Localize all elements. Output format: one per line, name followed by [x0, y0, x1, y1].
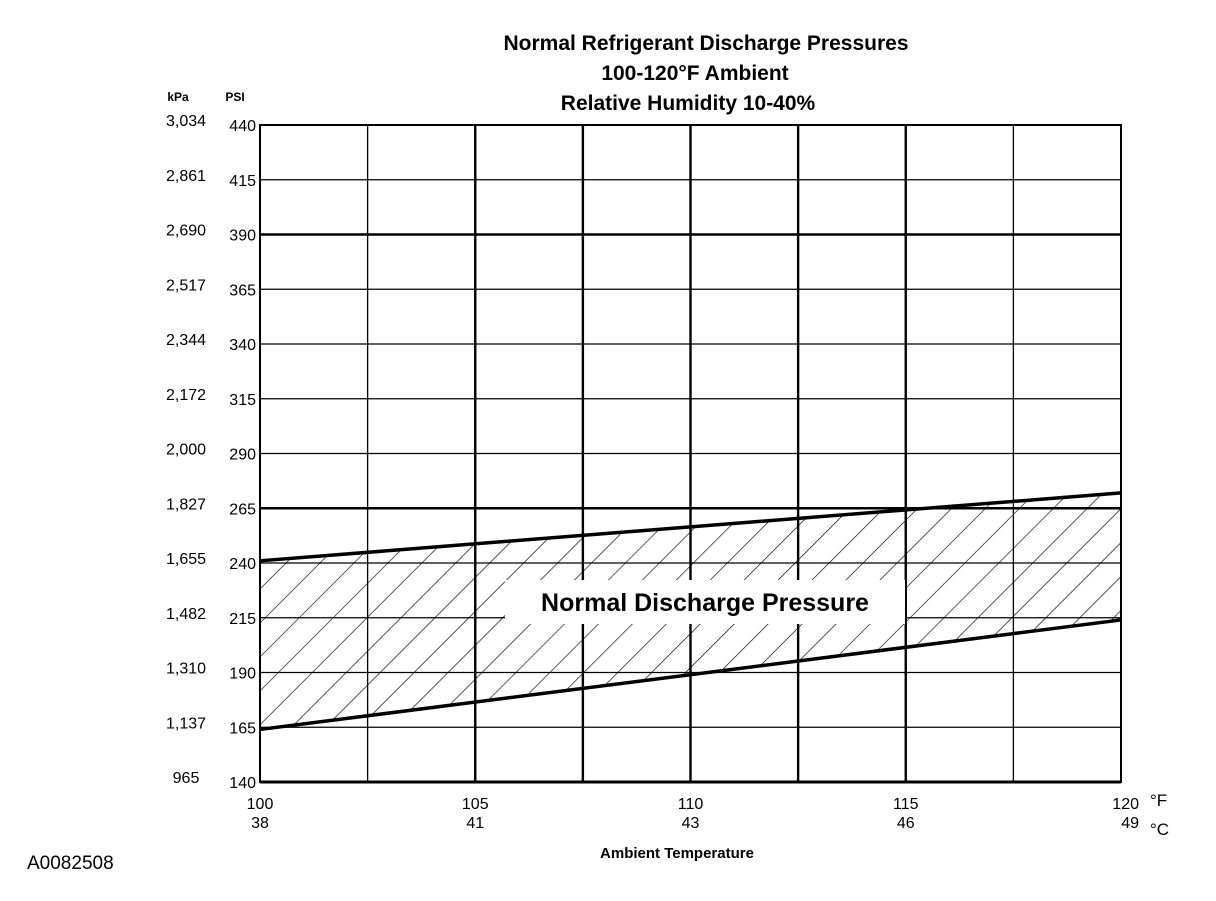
y-tick-label-kpa: 965	[173, 770, 200, 787]
x-unit-secondary-label: °C	[1150, 820, 1169, 839]
figure-id: A0082508	[27, 853, 114, 874]
x-tick-label-c: 46	[897, 815, 915, 832]
chart-title-line-2: 100-120°F Ambient	[601, 62, 788, 85]
y-tick-label-psi: 340	[229, 337, 256, 354]
x-tick-label-f: 105	[462, 796, 489, 813]
y-tick-label-psi: 415	[229, 173, 256, 190]
y-tick-label-psi: 390	[229, 228, 256, 245]
y-tick-label-kpa: 1,310	[166, 661, 206, 678]
y-tick-label-psi: 440	[229, 118, 256, 135]
chart-title-line-3: Relative Humidity 10-40%	[561, 92, 816, 115]
y-tick-label-psi: 240	[229, 556, 256, 573]
x-tick-label-c: 43	[682, 815, 700, 832]
x-tick-label-c: 38	[251, 815, 269, 832]
y-unit-secondary-label: kPa	[167, 90, 189, 104]
band-label: Normal Discharge Pressure	[541, 589, 869, 617]
y-tick-label-kpa: 2,344	[166, 332, 206, 349]
band-label-background	[505, 580, 905, 624]
x-unit-primary-label: °F	[1150, 791, 1167, 810]
y-tick-label-psi: 365	[229, 282, 256, 299]
y-tick-label-kpa: 1,137	[166, 715, 206, 732]
x-tick-label-c: 49	[1121, 815, 1139, 832]
y-tick-label-kpa: 2,000	[166, 442, 206, 459]
y-tick-label-kpa: 2,172	[166, 387, 206, 404]
y-tick-label-psi: 315	[229, 392, 256, 409]
y-tick-label-kpa: 2,517	[166, 277, 206, 294]
x-tick-label-f: 115	[893, 796, 919, 813]
y-tick-label-kpa: 3,034	[166, 113, 206, 130]
x-axis-title: Ambient Temperature	[600, 845, 754, 862]
y-tick-label-psi: 165	[229, 720, 256, 737]
y-tick-label-psi: 290	[229, 447, 256, 464]
y-tick-label-kpa: 2,690	[166, 223, 206, 240]
y-tick-label-kpa: 1,827	[166, 496, 206, 513]
x-tick-labels: 100 38 105 41 110 43 115 46 120 49	[247, 796, 1139, 832]
y-tick-label-psi: 140	[229, 775, 256, 792]
y-tick-label-kpa: 1,482	[166, 606, 206, 623]
y-tick-label-psi: 215	[229, 611, 256, 628]
x-tick-label-f: 110	[678, 796, 704, 813]
y-unit-primary-label: PSI	[225, 90, 244, 104]
y-tick-label-kpa: 2,861	[166, 168, 206, 185]
y-tick-labels: 440 3,034 415 2,861 390 2,690 365 2,517 340 2,344…	[166, 113, 256, 792]
x-tick-label-f: 100	[247, 796, 274, 813]
y-tick-label-psi: 265	[229, 501, 256, 518]
band-upper-boundary	[259, 491, 1122, 563]
band-lower-boundary	[259, 618, 1122, 732]
x-tick-label-c: 41	[466, 815, 484, 832]
chart-title-line-1: Normal Refrigerant Discharge Pressures	[504, 32, 909, 55]
x-tick-label-f: 120	[1112, 796, 1139, 813]
y-tick-label-psi: 190	[229, 666, 256, 683]
y-tick-label-kpa: 1,655	[166, 551, 206, 568]
